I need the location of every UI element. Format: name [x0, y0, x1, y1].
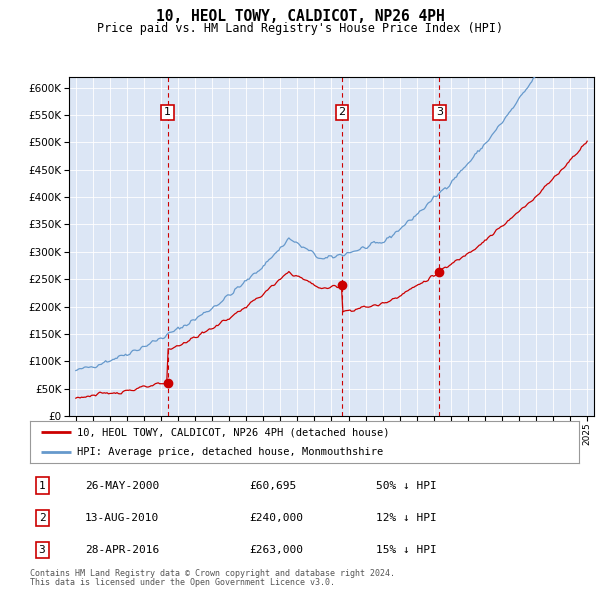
Text: 1: 1 — [164, 107, 171, 117]
Text: 50% ↓ HPI: 50% ↓ HPI — [376, 481, 437, 490]
Text: HPI: Average price, detached house, Monmouthshire: HPI: Average price, detached house, Monm… — [77, 447, 383, 457]
Text: 26-MAY-2000: 26-MAY-2000 — [85, 481, 159, 490]
Text: 10, HEOL TOWY, CALDICOT, NP26 4PH: 10, HEOL TOWY, CALDICOT, NP26 4PH — [155, 9, 445, 24]
Text: 2: 2 — [39, 513, 46, 523]
Text: 15% ↓ HPI: 15% ↓ HPI — [376, 545, 437, 555]
Text: £263,000: £263,000 — [250, 545, 304, 555]
Text: This data is licensed under the Open Government Licence v3.0.: This data is licensed under the Open Gov… — [30, 578, 335, 587]
Text: 28-APR-2016: 28-APR-2016 — [85, 545, 159, 555]
Text: 3: 3 — [436, 107, 443, 117]
Text: £60,695: £60,695 — [250, 481, 297, 490]
Text: £240,000: £240,000 — [250, 513, 304, 523]
Text: 12% ↓ HPI: 12% ↓ HPI — [376, 513, 437, 523]
Text: 1: 1 — [39, 481, 46, 490]
Text: 13-AUG-2010: 13-AUG-2010 — [85, 513, 159, 523]
Text: Contains HM Land Registry data © Crown copyright and database right 2024.: Contains HM Land Registry data © Crown c… — [30, 569, 395, 578]
Text: Price paid vs. HM Land Registry's House Price Index (HPI): Price paid vs. HM Land Registry's House … — [97, 22, 503, 35]
Text: 10, HEOL TOWY, CALDICOT, NP26 4PH (detached house): 10, HEOL TOWY, CALDICOT, NP26 4PH (detac… — [77, 427, 389, 437]
Text: 3: 3 — [39, 545, 46, 555]
Text: 2: 2 — [338, 107, 346, 117]
